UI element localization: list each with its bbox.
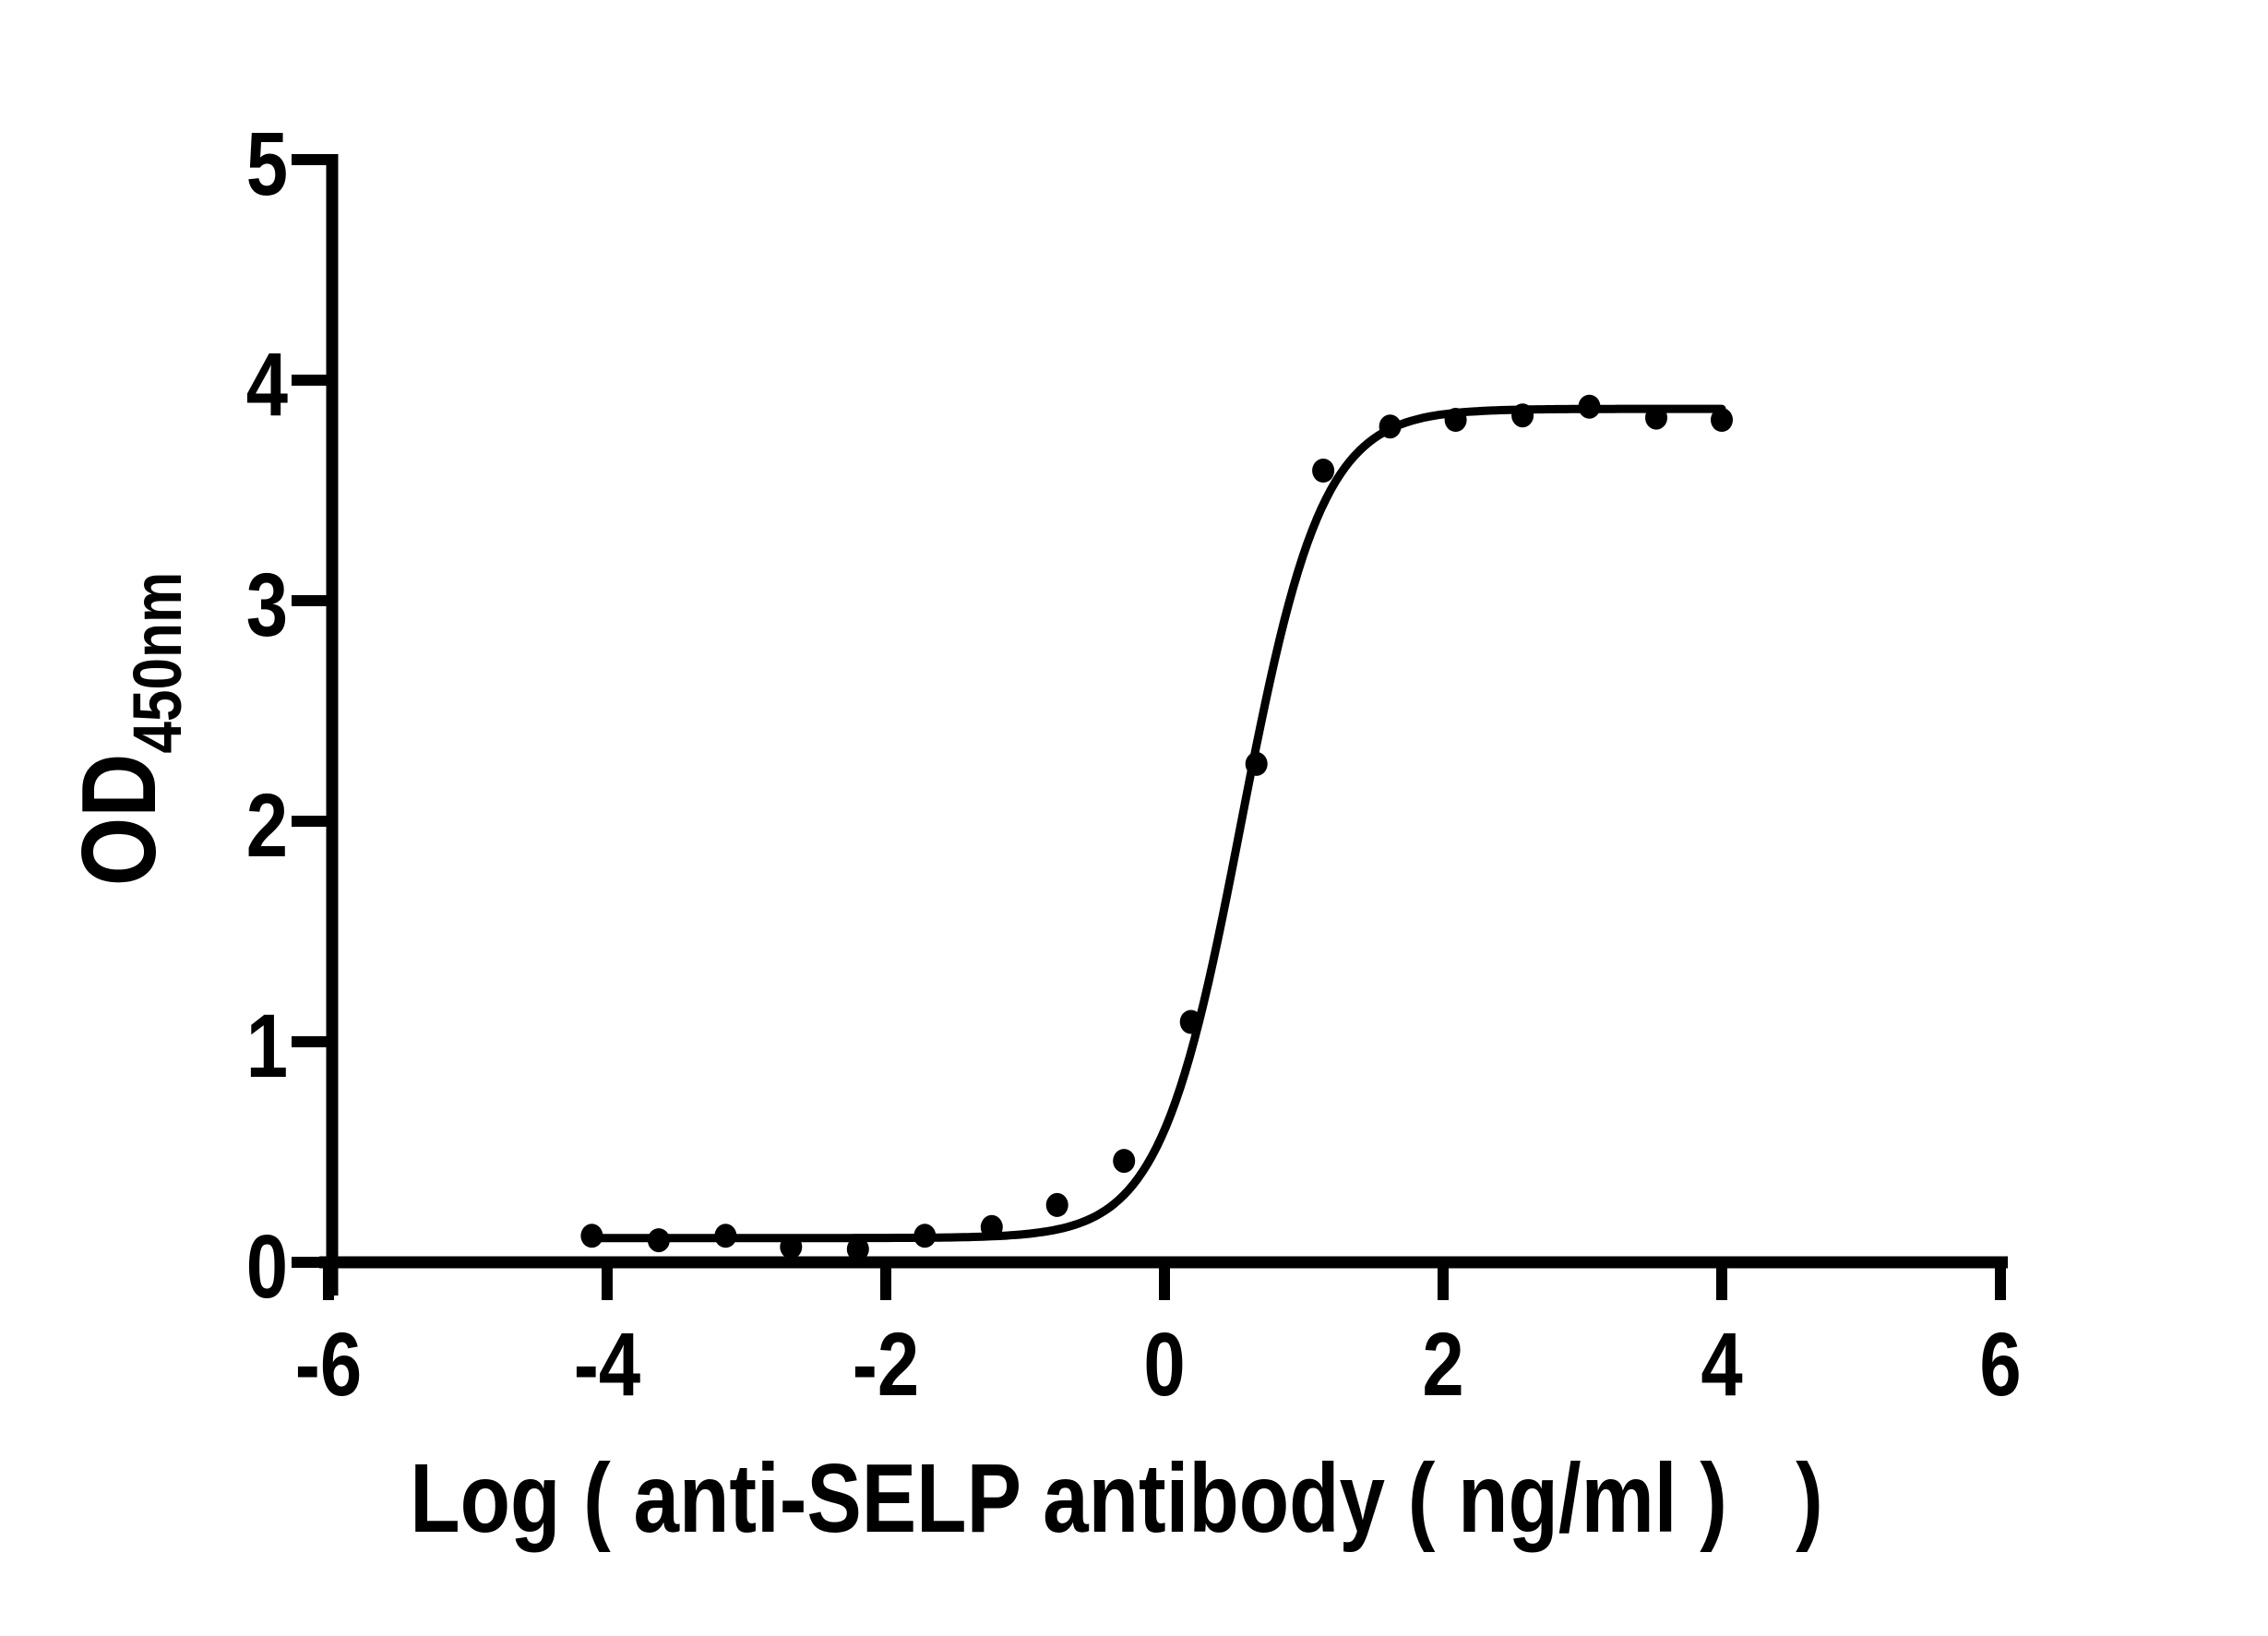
y-axis-title-subscript: 450nm xyxy=(120,572,196,754)
data-point xyxy=(1511,403,1534,428)
axes xyxy=(292,154,2008,1300)
x-tick-label-text: -4 xyxy=(574,1314,641,1414)
y-tick-label: 3 xyxy=(246,555,288,654)
y-tick-label-text: 2 xyxy=(246,775,288,875)
x-axis-title-text: Log ( anti-SELP antibody ( ng/ml ) ) xyxy=(410,1443,1823,1553)
data-point xyxy=(1578,394,1601,419)
data-point xyxy=(1379,414,1402,439)
data-point xyxy=(580,1224,603,1248)
fit-curve xyxy=(587,404,1726,1243)
x-tick-label: -6 xyxy=(295,1314,362,1414)
data-point xyxy=(780,1235,803,1260)
y-tick-label: 0 xyxy=(246,1216,288,1316)
x-tick-label: -4 xyxy=(574,1314,641,1414)
y-tick-label: 4 xyxy=(246,334,288,434)
y-tick-label: 1 xyxy=(246,996,288,1095)
x-tick-label-text: -2 xyxy=(853,1314,919,1414)
data-point xyxy=(846,1236,869,1261)
x-axis-title: Log ( anti-SELP antibody ( ng/ml ) ) xyxy=(410,1443,1823,1553)
x-tick-label: 6 xyxy=(1979,1314,2021,1414)
x-tick-label-text: 0 xyxy=(1143,1314,1185,1414)
y-tick-label-text: 4 xyxy=(246,334,288,434)
x-tick-label-text: -6 xyxy=(295,1314,362,1414)
y-axis-title-main: OD xyxy=(61,754,178,887)
x-tick-label-text: 2 xyxy=(1422,1314,1463,1414)
x-tick-label: 4 xyxy=(1701,1314,1742,1414)
y-tick-label-text: 3 xyxy=(246,555,288,654)
data-point xyxy=(647,1228,670,1253)
data-point xyxy=(1444,408,1467,432)
data-point xyxy=(980,1214,1003,1239)
data-point xyxy=(1645,405,1667,430)
x-tick-label: -2 xyxy=(853,1314,919,1414)
data-point xyxy=(1179,1009,1202,1034)
x-tick-label-text: 6 xyxy=(1979,1314,2021,1414)
y-tick-label-text: 0 xyxy=(246,1216,288,1316)
x-tick-label-text: 4 xyxy=(1701,1314,1742,1414)
data-point xyxy=(1045,1192,1068,1217)
data-point xyxy=(1245,751,1268,776)
y-axis-title: OD450nm xyxy=(61,572,196,887)
y-tick-label: 2 xyxy=(246,775,288,875)
y-axis-title-text: OD450nm xyxy=(61,572,196,887)
x-tick-label: 2 xyxy=(1422,1314,1463,1414)
data-point xyxy=(714,1224,737,1248)
plot-series xyxy=(580,394,1733,1261)
data-point xyxy=(1711,408,1733,432)
y-tick-label-text: 5 xyxy=(246,113,288,213)
tick-labels: 0 1 2 3 4 5 -6 -4 -2 0 2 4 6 xyxy=(246,113,2022,1414)
data-point xyxy=(1113,1149,1136,1174)
data-point xyxy=(1312,459,1335,483)
x-tick-label: 0 xyxy=(1143,1314,1185,1414)
y-tick-label-text: 1 xyxy=(246,996,288,1095)
y-tick-label: 5 xyxy=(246,113,288,213)
data-point xyxy=(913,1224,937,1248)
